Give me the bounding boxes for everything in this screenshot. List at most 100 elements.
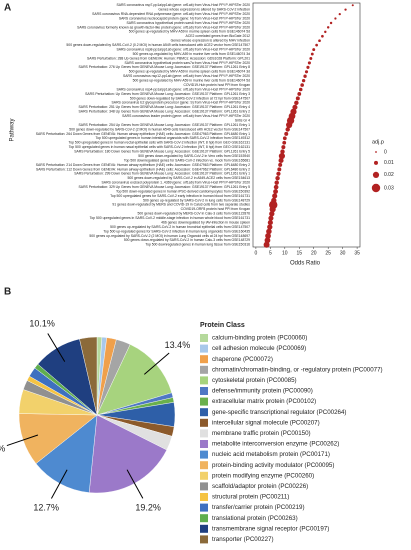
legend-swatch bbox=[200, 503, 208, 512]
legend-swatch bbox=[200, 461, 208, 470]
legend-label: nucleic acid metabolism protein (PC00171… bbox=[212, 451, 330, 458]
pie-value-label: 13.4% bbox=[165, 340, 191, 350]
legend-label: metabolite interconversion enzyme (PC002… bbox=[212, 441, 339, 448]
y-tick-label: SARS coronavirus nsp7-pp1a/pp1ab (gene: … bbox=[116, 3, 250, 7]
dot bbox=[295, 96, 300, 101]
dot bbox=[269, 206, 276, 213]
dot bbox=[275, 176, 280, 181]
y-tick-label: COVID19-ORF8 protein host PPI from Kroga… bbox=[181, 207, 250, 211]
legend-label: cell adhesion molecule (PC00069) bbox=[212, 345, 306, 352]
dot bbox=[312, 48, 316, 52]
x-axis-title: Odds Ratio bbox=[290, 261, 321, 267]
leader-line bbox=[47, 333, 66, 362]
y-tick-label: SARS coronavirus hypothetical protein sa… bbox=[125, 61, 251, 65]
legend-label: cytoskeletal protein (PC00085) bbox=[212, 377, 297, 384]
pie-value-label: 10.1% bbox=[29, 319, 55, 329]
x-tick-label: 30 bbox=[340, 250, 346, 256]
y-tick-label: ACE2 correlated genes from BioGate 2012 bbox=[186, 34, 251, 38]
y-tick-label: SARS coronavirus nsp8-pp1a/pp1ab (gene: … bbox=[116, 47, 250, 51]
legend-label: scaffold/adaptor protein (PC00226) bbox=[212, 483, 308, 490]
y-tick-label: SARS Perturbation: 180 Down Genes from G… bbox=[74, 150, 250, 154]
legend-label: structural protein (PC00211) bbox=[212, 494, 289, 501]
y-tick-label: 500 genes down-regulated by MERS-CoV in … bbox=[137, 212, 250, 216]
y-tick-label: 500 genes down-regulated by SARS-CoV-2 i… bbox=[127, 176, 250, 180]
legend-label: transfer/carrier protein (PC00219) bbox=[212, 504, 305, 511]
dot bbox=[315, 43, 318, 47]
legend-swatch bbox=[200, 344, 208, 353]
y-tick-label: 500 genes down-regulated by SARS-CoV-2 (… bbox=[66, 43, 250, 47]
size-legend-key bbox=[375, 151, 377, 153]
x-tick-label: 15 bbox=[296, 250, 302, 256]
dot bbox=[304, 70, 309, 74]
dot bbox=[276, 171, 281, 176]
dot bbox=[280, 149, 285, 154]
size-legend-key bbox=[374, 160, 378, 165]
plot-frame bbox=[252, 2, 361, 248]
legend-swatch bbox=[200, 450, 208, 459]
x-tick-label: 20 bbox=[311, 250, 317, 256]
y-tick-label: 500 genes up-regulated by SARS-CoV-2 in … bbox=[143, 198, 250, 202]
dot bbox=[329, 21, 333, 25]
y-tick-label: 500 genes up-regulated by MHV-A59 in mur… bbox=[129, 30, 250, 34]
y-tick-label: SARS Perturbation: 276 Up Genes from GEN… bbox=[79, 65, 251, 69]
dot bbox=[326, 26, 330, 29]
legend-swatch bbox=[200, 524, 208, 533]
dot bbox=[263, 241, 270, 248]
size-legend-label: 0.01 bbox=[384, 160, 394, 166]
y-axis-title: Pathway bbox=[10, 118, 16, 141]
dot bbox=[300, 83, 304, 87]
legend-swatch bbox=[200, 482, 208, 491]
dot bbox=[268, 215, 274, 221]
legend-swatch bbox=[200, 355, 208, 364]
y-tick-label: SARS Perturbation: 288 Up Genes from GEN… bbox=[87, 56, 250, 60]
dot bbox=[284, 131, 289, 136]
y-tick-label: SARS Perturbation: 214 Down Genes from G… bbox=[36, 163, 250, 167]
dot bbox=[278, 162, 283, 167]
dot bbox=[267, 224, 273, 230]
dot bbox=[338, 12, 341, 16]
legend-label: membrane traffic protein (PC00150) bbox=[212, 430, 311, 437]
y-tick-label: 500 genes down-regulated by SARS-CoV-2 i… bbox=[138, 154, 250, 158]
dot bbox=[321, 34, 324, 38]
y-tick-label: SARS Perturbation: 264 Down Genes from G… bbox=[36, 132, 250, 136]
legend-label: protein modifying enzyme (PC00260) bbox=[212, 472, 314, 479]
dot bbox=[272, 193, 278, 199]
y-tick-label: Top 500 up-regulated genes for SARS-CoV-… bbox=[103, 229, 250, 233]
y-tick-label: Sirtis Gr 4 bbox=[235, 118, 250, 122]
y-tick-label: SARS coronavirus leader protein (gene: o… bbox=[122, 114, 250, 118]
dot bbox=[318, 39, 321, 43]
y-tick-label: SARS coronavirus nsp4-pp1a/pp1ab (gene: … bbox=[116, 87, 250, 91]
legend-label: calcium-binding protein (PC00060) bbox=[212, 335, 307, 342]
y-tick-label: SARS Perturbation: 348 Up Genes from GEN… bbox=[79, 110, 251, 114]
legend-swatch bbox=[200, 471, 208, 480]
y-tick-label: Top 500 upregulated genes in human intes… bbox=[95, 136, 250, 140]
x-tick-label: 0 bbox=[255, 250, 258, 256]
legend-swatch bbox=[200, 429, 208, 438]
y-tick-label: SARS Perturbation: 112 Down Genes from G… bbox=[36, 167, 250, 171]
y-tick-label: 500 genes up-regulated by SARS-CoV-2 in … bbox=[110, 225, 250, 229]
y-tick-label: Genes whose expression is altered by SAR… bbox=[158, 8, 250, 12]
dot bbox=[274, 180, 279, 185]
dot bbox=[303, 74, 307, 78]
legend-label: intercellular signal molecule (PC00207) bbox=[212, 419, 320, 426]
dot bbox=[266, 228, 272, 235]
dot bbox=[278, 152, 286, 160]
dot bbox=[334, 17, 337, 20]
y-tick-label: 500 genes down-regulated by SARS-CoV-2 i… bbox=[124, 238, 250, 242]
dot bbox=[344, 8, 347, 11]
y-tick-label: Top 500 upregulated genes in human recta… bbox=[69, 141, 251, 145]
y-tick-label: 500 genes up-regulated by MHV-A59 in mur… bbox=[133, 52, 251, 56]
legend-label: chaperone (PC00072) bbox=[212, 356, 273, 363]
dot bbox=[310, 52, 314, 56]
y-tick-label: SARS Perturbation: 251 Up Genes from GEN… bbox=[79, 105, 251, 109]
dot bbox=[264, 237, 271, 244]
legend-swatch bbox=[200, 440, 208, 448]
legend-label: transporter (PC00227) bbox=[212, 536, 274, 543]
dot bbox=[282, 136, 287, 141]
pie-value-label: 12.7% bbox=[33, 502, 59, 512]
dot bbox=[265, 233, 271, 239]
legend-label: translational protein (PC00263) bbox=[212, 515, 298, 522]
dot bbox=[269, 211, 275, 217]
panel-label: B bbox=[4, 287, 11, 298]
